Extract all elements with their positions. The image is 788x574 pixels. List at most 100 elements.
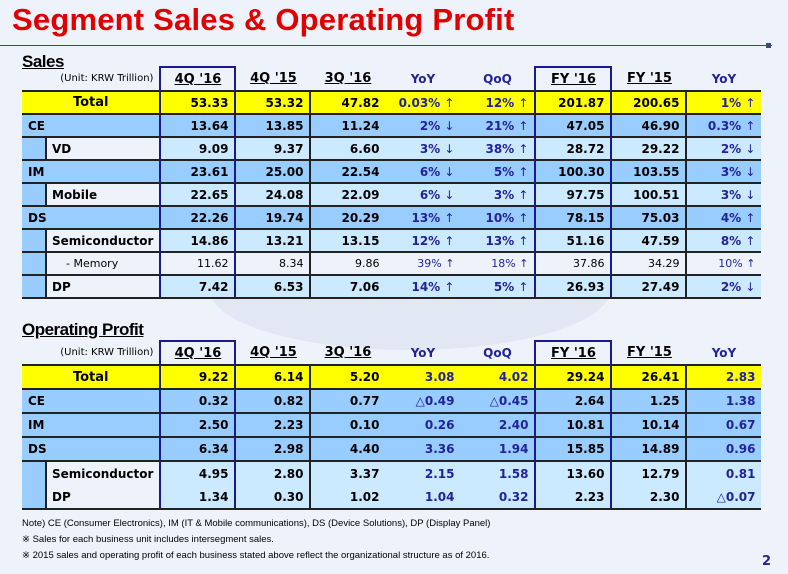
cell-value: 4.02 — [460, 364, 536, 390]
cell-value: 9.22 — [159, 364, 236, 390]
cell-value: 0.26 — [385, 412, 461, 437]
cell-value: 4.95 — [159, 460, 236, 485]
cell-value: △0.07 — [685, 485, 762, 510]
cell-value: 26.93 — [534, 274, 612, 299]
cell-value: 2.83 — [685, 364, 762, 390]
cell-value: 0.32 — [460, 485, 536, 510]
cell-value: 34.29 — [610, 251, 687, 275]
cell-value: 2.64 — [534, 388, 612, 413]
cell-value: 1% ↑ — [685, 90, 762, 115]
cell-value: 1.38 — [685, 388, 762, 413]
table-row: DP 7.42 6.53 7.06 14% ↑ 5% ↑ 26.93 27.49 2% ↓ — [22, 274, 762, 299]
cell-value: 10% ↑ — [685, 251, 762, 275]
cell-value: 0.77 — [309, 388, 386, 413]
cell-value: 103.55 — [610, 159, 687, 183]
cell-value: 3.36 — [385, 436, 461, 461]
cell-value: 5% ↑ — [460, 159, 536, 183]
unit-label: (Unit: KRW Trillion) — [60, 73, 154, 84]
cell-value: 22.54 — [309, 159, 386, 183]
cell-value: 10.81 — [534, 412, 612, 437]
cell-value: 8% ↑ — [685, 228, 762, 252]
row-label: CE — [22, 388, 161, 413]
column-header: YoY — [410, 345, 436, 360]
note-org-structure: ※ 2015 sales and operating profit of eac… — [22, 550, 490, 561]
cell-value: 1.02 — [309, 485, 386, 510]
cell-value: 0.30 — [234, 485, 311, 510]
table-row: VD 9.09 9.37 6.60 3% ↓ 38% ↑ 28.72 29.22 2% ↓ — [22, 136, 762, 160]
cell-value: 11.24 — [309, 113, 386, 137]
cell-value: 6.34 — [159, 436, 236, 461]
cell-value: 14% ↑ — [385, 274, 461, 299]
cell-value: 47.05 — [534, 113, 612, 137]
cell-value: 10.14 — [610, 412, 687, 437]
cell-value: 18% ↑ — [460, 251, 536, 275]
cell-value: 24.08 — [234, 182, 311, 206]
row-label: IM — [22, 159, 161, 183]
cell-value: 78.15 — [534, 205, 612, 229]
column-header: FY '16 — [534, 66, 613, 91]
cell-value: 21% ↑ — [460, 113, 536, 137]
cell-value: 1.04 — [385, 485, 461, 510]
row-label: - Memory — [22, 251, 161, 275]
cell-value: 1.58 — [460, 460, 536, 485]
cell-value: 47.59 — [610, 228, 687, 252]
footnotes: Note) CE (Consumer Electronics), IM (IT … — [22, 516, 490, 564]
cell-value: 13.21 — [234, 228, 311, 252]
cell-value: 13.85 — [234, 113, 311, 137]
cell-value: 7.06 — [309, 274, 386, 299]
cell-value: 15.85 — [534, 436, 612, 461]
cell-value: 2% ↓ — [385, 113, 461, 137]
cell-value: 13% ↑ — [385, 205, 461, 229]
note-intersegment: ※ Sales for each business unit includes … — [22, 534, 274, 545]
table-row: IM 2.50 2.23 0.10 0.26 2.40 10.81 10.14 0.67 — [22, 412, 762, 437]
cell-value: 3% ↓ — [685, 182, 762, 206]
cell-value: 53.32 — [234, 90, 311, 115]
column-header: 4Q '16 — [159, 340, 237, 365]
row-label: Semiconductor — [22, 460, 161, 485]
cell-value: 6% ↓ — [385, 182, 461, 206]
cell-value: △0.49 — [385, 388, 461, 413]
cell-value: 14.86 — [159, 228, 236, 252]
cell-value: 1.34 — [159, 485, 236, 510]
table-row: Total 9.22 6.14 5.20 3.08 4.02 29.24 26.41 2.83 — [22, 364, 762, 390]
column-header: 3Q '16 — [324, 345, 372, 360]
column-header: 4Q '15 — [250, 345, 297, 360]
cell-value: 0.32 — [159, 388, 236, 413]
table-row: Total 53.33 53.32 47.82 0.03% ↑ 12% ↑ 201.87 20… — [22, 90, 762, 115]
table-row: CE 13.64 13.85 11.24 2% ↓ 21% ↑ 47.05 46.90 0.3%… — [22, 113, 762, 137]
column-header: FY '15 — [627, 71, 672, 86]
table-row: DP 1.34 0.30 1.02 1.04 0.32 2.23 2.30 △0.07 — [22, 485, 762, 510]
cell-value: 39% ↑ — [385, 251, 461, 275]
cell-value: 19.74 — [234, 205, 311, 229]
cell-value: 6% ↓ — [385, 159, 461, 183]
cell-value: 14.89 — [610, 436, 687, 461]
cell-value: 53.33 — [159, 90, 236, 115]
cell-value: 2.40 — [460, 412, 536, 437]
cell-value: 6.53 — [234, 274, 311, 299]
cell-value: 11.62 — [159, 251, 236, 275]
cell-value: 13.60 — [534, 460, 612, 485]
row-label: CE — [22, 113, 161, 137]
cell-value: 3% ↓ — [385, 136, 461, 160]
cell-value: 27.49 — [610, 274, 687, 299]
cell-value: 4.40 — [309, 436, 386, 461]
cell-value: 46.90 — [610, 113, 687, 137]
row-label: DS — [22, 205, 161, 229]
cell-value: 2.98 — [234, 436, 311, 461]
cell-value: 3.08 — [385, 364, 461, 390]
cell-value: 3.37 — [309, 460, 386, 485]
cell-value: 13.15 — [309, 228, 386, 252]
table-row: DS 22.26 19.74 20.29 13% ↑ 10% ↑ 78.15 75.03 4% … — [22, 205, 762, 229]
row-label: IM — [22, 412, 161, 437]
cell-value: 1.94 — [460, 436, 536, 461]
cell-value: 3% ↑ — [460, 182, 536, 206]
column-header: QoQ — [483, 345, 512, 360]
row-label: Total — [22, 364, 161, 390]
divider-end-mark — [766, 43, 771, 48]
cell-value: 10% ↑ — [460, 205, 536, 229]
row-label: DS — [22, 436, 161, 461]
cell-value: 13.64 — [159, 113, 236, 137]
row-label: DP — [22, 274, 161, 299]
cell-value: 0.67 — [685, 412, 762, 437]
cell-value: 2.23 — [234, 412, 311, 437]
